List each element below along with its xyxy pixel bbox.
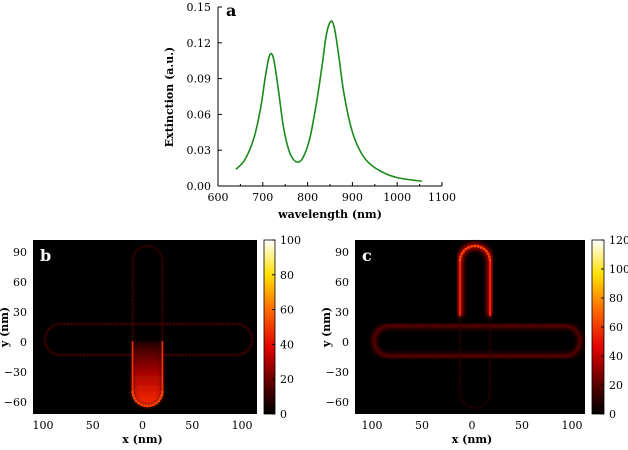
colorbar-tick-label: 40 [280, 338, 294, 351]
y-tick-label: −30 [4, 366, 27, 379]
x-axis-label: wavelength (nm) [277, 208, 382, 221]
colorbar [263, 239, 276, 415]
colorbar-tick-label: 0 [609, 408, 616, 421]
x-tick-label: 0 [469, 419, 476, 432]
x-axis-label: x (nm) [452, 433, 492, 446]
y-tick-label: 0.15 [187, 1, 212, 14]
colorbar-tick-label: 0 [280, 408, 287, 421]
heatmap-b: b 100 50 0 50 100 90 60 30 0 −30 −60 x (nm) y (nm) 0 20… [0, 234, 301, 446]
x-tick-label: 1000 [383, 191, 411, 204]
colorbar-tick-label: 20 [609, 379, 623, 392]
x-tick-label: 50 [86, 419, 100, 432]
x-tick-label: 100 [562, 419, 583, 432]
y-axis-label: y (nm) [0, 307, 11, 348]
hotspot-glow [132, 341, 163, 406]
colorbar-tick-label: 80 [280, 269, 294, 282]
y-axis-label: Extinction (a.u.) [163, 47, 176, 148]
x-tick-label: 700 [252, 191, 273, 204]
panel-label-c: c [362, 246, 372, 265]
colorbar-tick-label: 40 [609, 350, 623, 363]
y-tick-label: 0.03 [187, 144, 212, 157]
panel-label-b: b [40, 246, 51, 265]
y-axis-label: y (nm) [320, 307, 333, 348]
y-tick-label: 0.09 [187, 73, 212, 86]
colorbar-tick-label: 60 [280, 304, 294, 317]
x-tick-label: 100 [362, 419, 383, 432]
y-tick-label: −60 [326, 396, 349, 409]
colorbar-tick-label: 100 [280, 234, 301, 247]
x-tick-label: 900 [342, 191, 363, 204]
y-tick-label: 60 [13, 276, 27, 289]
y-tick-label: 0.12 [187, 37, 212, 50]
colorbar-tick-label: 100 [609, 263, 628, 276]
y-tick-label: −30 [326, 366, 349, 379]
y-tick-label: 0 [342, 336, 349, 349]
hotspot-arm-edge [131, 341, 164, 407]
extinction-series-line [235, 20, 422, 183]
y-tick-label: 0 [20, 336, 27, 349]
y-tick-label: 60 [335, 276, 349, 289]
panel-label-a: a [226, 1, 236, 20]
y-tick-label: 0.06 [187, 108, 212, 121]
y-tick-label: 30 [13, 306, 27, 319]
colorbar-tick-label: 80 [609, 292, 623, 305]
x-tick-label: 100 [232, 419, 253, 432]
x-tick-label: 50 [515, 419, 529, 432]
x-tick-label: 0 [139, 419, 146, 432]
y-tick-label: 0.00 [187, 180, 212, 193]
horizontal-arm-glow [371, 323, 583, 359]
x-axis-label: x (nm) [122, 433, 162, 446]
colorbar-tick-label: 60 [609, 321, 623, 334]
colorbar-tick-label: 120 [609, 234, 628, 247]
colorbar-tick-label: 20 [280, 373, 294, 386]
y-tick-label: 90 [335, 246, 349, 259]
heatmap-c: c 100 50 0 50 100 90 60 30 0 −30 −60 x (nm) y (nm) 0 20… [320, 234, 628, 446]
x-tick-label: 600 [208, 191, 229, 204]
extinction-chart: a 600 700 800 900 1000 1100 0.00 0.03 0.06 0.09 0… [163, 1, 456, 221]
x-tick-label: 50 [415, 419, 429, 432]
hotspot-arm-edge [459, 245, 491, 316]
y-tick-label: −60 [4, 396, 27, 409]
x-tick-label: 800 [297, 191, 318, 204]
x-tick-label: 1100 [428, 191, 456, 204]
y-tick-label: 30 [335, 306, 349, 319]
x-tick-label: 100 [32, 419, 53, 432]
y-tick-label: 90 [13, 246, 27, 259]
x-tick-label: 50 [185, 419, 199, 432]
